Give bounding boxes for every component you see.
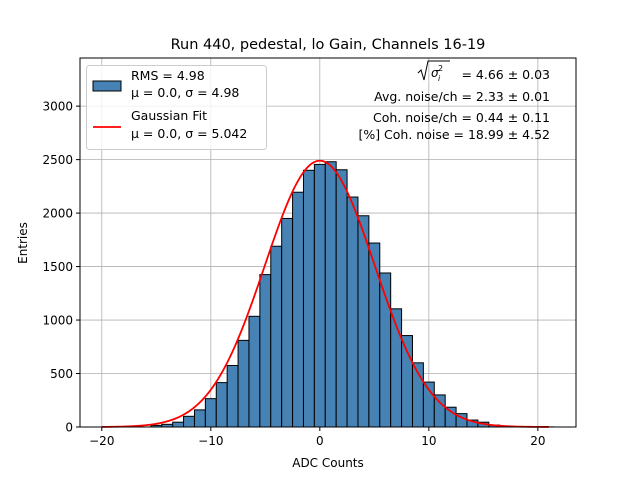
histogram-bar [237, 339, 250, 428]
svg-text:i: i [438, 74, 441, 83]
y-axis-label: Entries [16, 222, 30, 264]
x-tick-label: −10 [198, 434, 223, 448]
legend-frame [86, 65, 267, 150]
histogram-bar [357, 215, 370, 428]
histogram-bar [292, 191, 304, 428]
histogram-bar [215, 382, 228, 428]
histogram-bar [346, 196, 359, 428]
histogram-bar [313, 163, 326, 428]
histogram-bar [444, 406, 457, 428]
y-axis-ticks: 0 500 1000 1500 2000 2500 3000 [42, 100, 80, 435]
y-tick-label: 0 [65, 421, 73, 435]
noise-annotations: σ 2 i = 4.66 ± 0.03 Avg. noise/ch = 2.33… [358, 60, 550, 142]
x-tick-label: 10 [421, 434, 436, 448]
histogram-bar [248, 315, 261, 428]
sigma-sqrt-symbol: σ 2 i [417, 60, 450, 83]
histogram-bars [150, 161, 555, 428]
y-tick-label: 1500 [42, 260, 73, 274]
histogram-bar [183, 415, 195, 428]
legend-rms-params: μ = 0.0, σ = 4.98 [131, 85, 239, 100]
histogram-bar [281, 217, 294, 428]
coh-noise-annotation: Coh. noise/ch = 0.44 ± 0.11 [373, 110, 550, 125]
histogram-bar [226, 365, 239, 428]
y-tick-label: 2000 [42, 207, 73, 221]
avg-noise-annotation: Avg. noise/ch = 2.33 ± 0.01 [374, 89, 550, 104]
y-tick-label: 3000 [42, 100, 73, 114]
histogram-bar [270, 245, 283, 428]
coh-noise-percent-annotation: [%] Coh. noise = 18.99 ± 4.52 [358, 127, 550, 142]
legend: RMS = 4.98 μ = 0.0, σ = 4.98 Gaussian Fi… [86, 65, 267, 150]
histogram-bar [193, 409, 206, 428]
histogram-bar [259, 274, 272, 428]
histogram-bar [368, 242, 381, 428]
y-tick-label: 2500 [42, 153, 73, 167]
sigma-total-value: = 4.66 ± 0.03 [457, 67, 550, 82]
chart-title: Run 440, pedestal, lo Gain, Channels 16-… [171, 37, 486, 53]
histogram-bar [302, 169, 315, 428]
svg-text:σ: σ [431, 66, 439, 80]
legend-rms-label: RMS = 4.98 [131, 68, 205, 83]
y-tick-label: 1000 [42, 314, 73, 328]
legend-fit-params: μ = 0.0, σ = 5.042 [131, 126, 247, 141]
histogram-bar [324, 161, 337, 428]
x-tick-label: 0 [316, 434, 324, 448]
x-tick-label: 20 [530, 434, 545, 448]
y-tick-label: 500 [50, 367, 73, 381]
legend-bar-swatch [92, 80, 122, 92]
histogram-bar [335, 169, 348, 428]
histogram-bar [204, 398, 217, 428]
histogram-bar [433, 394, 446, 428]
plot-frame [79, 57, 577, 428]
x-axis-label: ADC Counts [292, 456, 364, 470]
histogram-bar [172, 421, 185, 428]
svg-text:2: 2 [438, 64, 443, 73]
legend-fit-label: Gaussian Fit [131, 108, 207, 123]
x-tick-label: −20 [89, 434, 114, 448]
x-axis-ticks: −20 −10 0 10 20 [89, 427, 545, 448]
gaussian-fit-curve [101, 159, 549, 428]
